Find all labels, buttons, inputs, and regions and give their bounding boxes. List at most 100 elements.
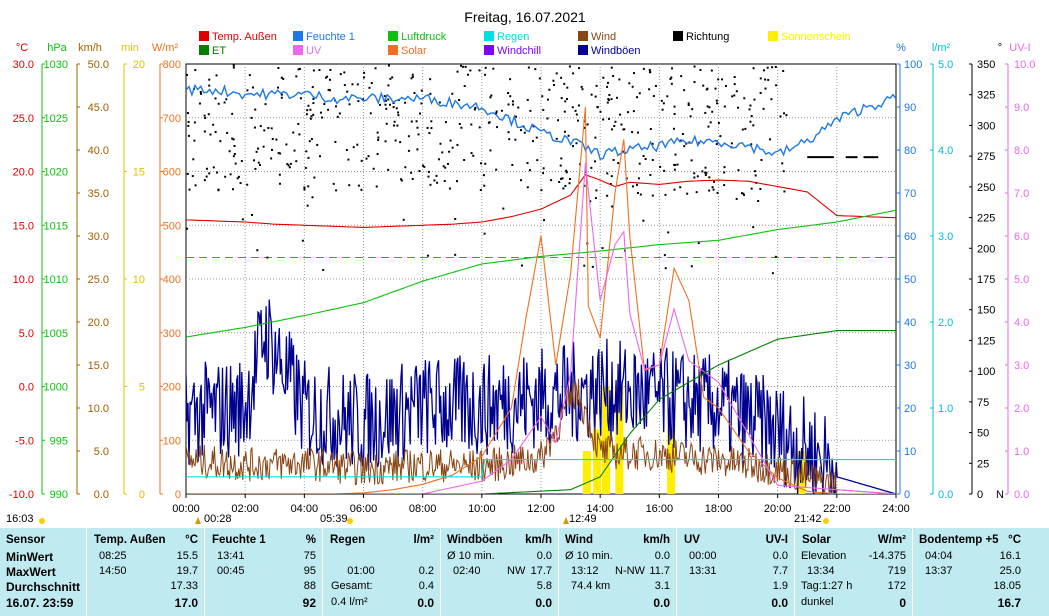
rain-total-value: 0.4 (418, 580, 434, 592)
direction-tick-label: 225 (977, 213, 995, 225)
direction-dot (437, 158, 440, 161)
temp-tick-label: 25.0 (13, 113, 34, 125)
direction-dot (478, 126, 481, 129)
direction-dot (229, 173, 232, 176)
direction-dot (632, 110, 635, 113)
gust-current: 0.0 (535, 596, 552, 610)
series-solar (186, 106, 896, 494)
direction-dot (385, 107, 388, 110)
direction-dot (329, 89, 332, 92)
direction-dot (384, 103, 387, 106)
direction-dot (693, 172, 696, 175)
time-marker-label: 00:28 (204, 513, 232, 525)
direction-dot (451, 92, 454, 95)
direction-dot (277, 152, 280, 155)
legend-swatch (673, 31, 683, 41)
row-max-label: MaxWert (6, 565, 56, 579)
direction-dot (397, 111, 400, 114)
direction-dot (439, 142, 442, 145)
direction-dot (451, 146, 454, 149)
direction-dot (664, 193, 667, 196)
wind-max-value: 11.7 (649, 565, 670, 577)
direction-dot (560, 76, 563, 79)
direction-dot (407, 135, 410, 138)
solar-max-value: 719 (887, 565, 906, 577)
direction-dot (680, 75, 683, 78)
direction-dot (307, 104, 310, 107)
direction-dot (429, 183, 432, 186)
direction-dot (636, 183, 639, 186)
direction-dot (303, 188, 306, 191)
direction-dot (735, 197, 738, 200)
direction-dot (759, 187, 762, 190)
direction-dot (429, 92, 432, 95)
wind-max-dir: N-NW (615, 565, 645, 577)
direction-dot (706, 105, 709, 108)
direction-dot (583, 184, 586, 187)
direction-dot (560, 177, 563, 180)
direction-dot (223, 101, 226, 104)
direction-dot (411, 177, 414, 180)
direction-dot (187, 124, 190, 127)
direction-dot (309, 108, 312, 111)
direction-dot (731, 95, 734, 98)
hum-avg: 88 (303, 580, 316, 592)
direction-dot (420, 102, 423, 105)
direction-dot (705, 88, 708, 91)
direction-dot (339, 73, 342, 76)
direction-dot (319, 155, 322, 158)
soil-min-time: 04:04 (925, 550, 953, 562)
direction-dot (566, 86, 569, 89)
direction-dot (581, 88, 584, 91)
direction-dot (415, 120, 418, 123)
direction-dot (348, 103, 351, 106)
direction-dot (308, 140, 311, 143)
direction-dot (392, 106, 395, 109)
sun-icon (347, 518, 353, 524)
direction-dot (724, 85, 727, 88)
direction-dot (271, 138, 274, 141)
direction-dot (489, 149, 492, 152)
direction-dot (673, 105, 676, 108)
direction-dot (287, 164, 290, 167)
direction-dot (690, 265, 693, 268)
direction-dot (594, 197, 597, 200)
direction-dot (483, 184, 486, 187)
direction-dot (534, 68, 537, 71)
direction-dot (397, 114, 400, 117)
direction-dot (769, 138, 772, 141)
direction-dot (714, 87, 717, 90)
direction-dot (224, 175, 227, 178)
direction-tick-label: 250 (977, 182, 995, 194)
direction-dot (455, 180, 458, 183)
direction-dot (214, 130, 217, 133)
direction-dot (394, 139, 397, 142)
solar-tick-label: 100 (163, 435, 181, 447)
direction-dot (427, 175, 430, 178)
humidity-tick-label: 0 (904, 489, 910, 501)
direction-dot (696, 175, 699, 178)
direction-dot (288, 166, 291, 169)
direction-tick-label: 0 (977, 489, 983, 501)
direction-dot (231, 112, 234, 115)
direction-dot (673, 112, 676, 115)
uv-tick-label: 10.0 (1014, 59, 1035, 71)
uv-unit-label: UV-I (1009, 42, 1030, 54)
direction-dot (347, 158, 350, 161)
direction-dot (257, 161, 260, 164)
hum-max-time: 00:45 (217, 565, 245, 577)
direction-dot (555, 72, 558, 75)
direction-dot (578, 67, 581, 70)
direction-dot (248, 74, 251, 77)
solar-tick-label: 200 (163, 382, 181, 394)
direction-dot (208, 78, 211, 81)
hum-max-value: 95 (303, 565, 316, 577)
direction-dot (511, 100, 514, 103)
direction-dot (194, 184, 197, 187)
direction-dot (293, 149, 296, 152)
direction-dot (490, 94, 493, 97)
direction-dot (674, 153, 677, 156)
moon-icon (563, 517, 569, 524)
direction-dot (511, 163, 514, 166)
direction-dot (571, 145, 574, 148)
